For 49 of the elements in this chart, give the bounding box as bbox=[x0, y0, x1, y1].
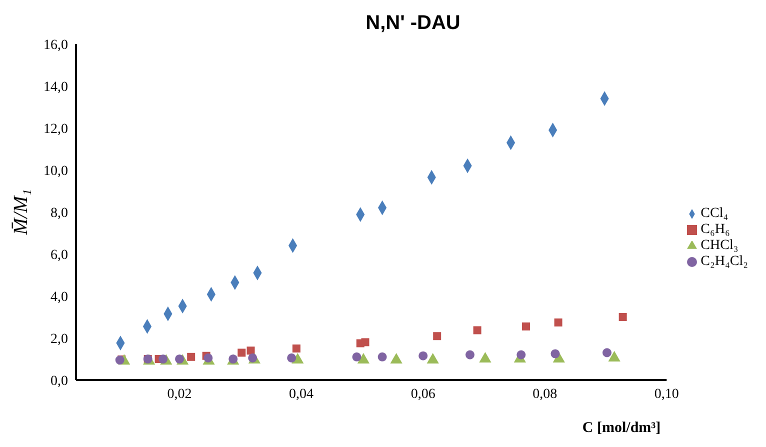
y-tick-label: 14,0 bbox=[44, 80, 68, 95]
point bbox=[550, 349, 560, 358]
point bbox=[479, 352, 492, 363]
point bbox=[618, 313, 627, 321]
point bbox=[418, 351, 428, 360]
y-tick-label: 6,0 bbox=[50, 248, 68, 263]
point bbox=[522, 322, 530, 330]
point bbox=[357, 353, 370, 364]
point bbox=[175, 354, 184, 364]
x-tick-label: 0,04 bbox=[289, 386, 314, 402]
x-tick-label: 0,06 bbox=[410, 386, 436, 402]
y-tick-label: 8,0 bbox=[50, 206, 68, 221]
point bbox=[352, 352, 362, 362]
point bbox=[158, 354, 168, 364]
point bbox=[238, 348, 246, 357]
y-tick-label: 12,0 bbox=[44, 122, 68, 137]
point bbox=[246, 346, 255, 355]
chart-title: N,N' -DAU bbox=[364, 11, 462, 36]
point bbox=[473, 326, 482, 334]
y-tick-label: 10,0 bbox=[44, 164, 68, 179]
point bbox=[204, 353, 213, 362]
point bbox=[602, 348, 612, 358]
point bbox=[187, 352, 196, 361]
point bbox=[287, 353, 296, 362]
x-tick-label: 0,02 bbox=[167, 386, 192, 402]
point bbox=[426, 353, 439, 364]
y-tick-label: 0,0 bbox=[50, 374, 68, 389]
point bbox=[248, 353, 258, 362]
point bbox=[433, 332, 442, 340]
point bbox=[465, 350, 474, 360]
legend-label: CHCl₃ bbox=[700, 238, 738, 253]
point bbox=[292, 344, 300, 352]
legend-label: C₂H₄Cl₂ bbox=[700, 254, 748, 269]
point bbox=[115, 356, 124, 365]
x-tick-label: 0,10 bbox=[654, 386, 679, 402]
y-tick-label: 4,0 bbox=[50, 290, 68, 305]
legend-label: CCl₄ bbox=[700, 206, 728, 221]
point bbox=[361, 338, 370, 346]
point bbox=[554, 318, 562, 326]
y-axis-title: M̄/M₁ bbox=[10, 189, 32, 236]
x-axis-title: C [mol/dm³] bbox=[582, 420, 661, 436]
point bbox=[516, 350, 526, 360]
point bbox=[390, 353, 402, 364]
legend-label: C₆H₆ bbox=[700, 222, 730, 237]
y-tick-label: 16,0 bbox=[44, 38, 68, 53]
y-tick-label: 2,0 bbox=[50, 332, 68, 347]
point bbox=[608, 350, 620, 362]
x-tick-label: 0,08 bbox=[532, 386, 558, 402]
point bbox=[378, 352, 387, 362]
